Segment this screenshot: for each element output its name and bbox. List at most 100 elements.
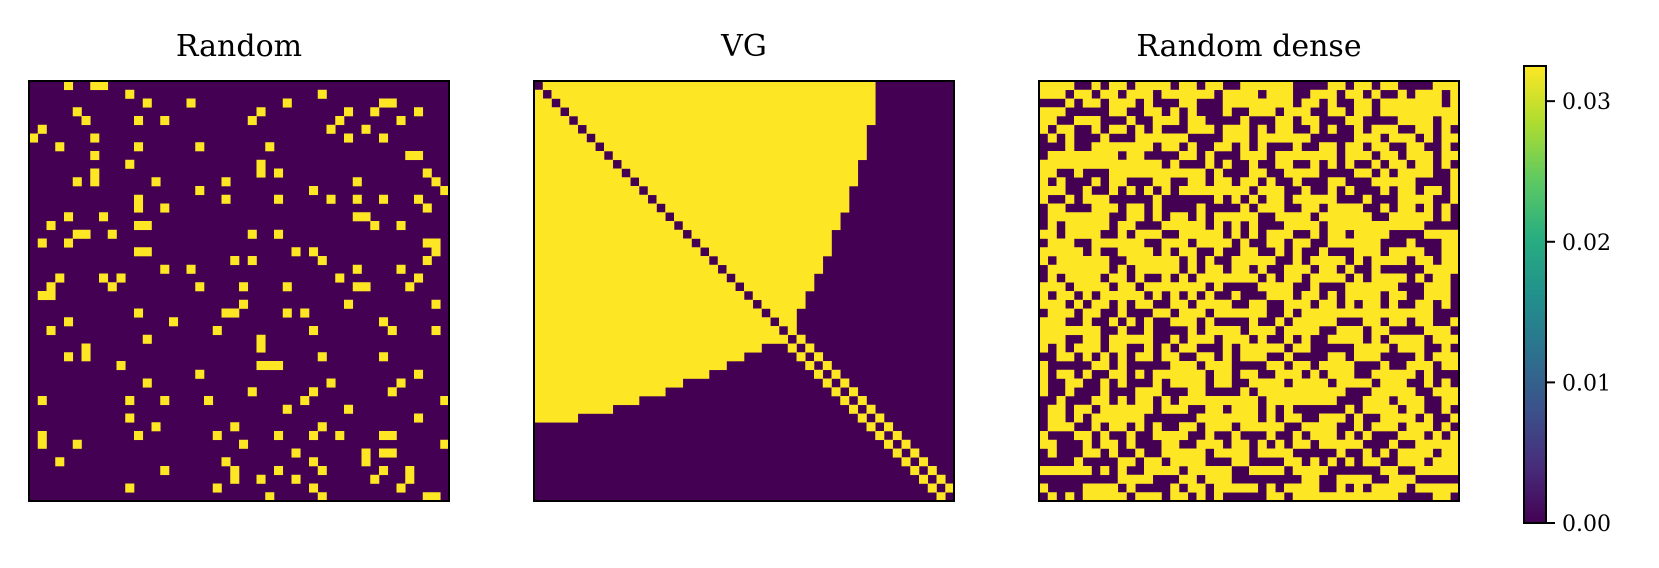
heatmap-cell [212,483,222,493]
heatmap-cell [1397,89,1407,99]
heatmap-cell [1441,81,1451,91]
heatmap-cell [1205,81,1215,91]
heatmap-cell [726,221,736,231]
heatmap-cell [1354,352,1364,362]
heatmap-cell [1380,229,1390,239]
heatmap-cell [1117,422,1127,432]
heatmap-cell [1397,168,1407,178]
heatmap-cell [431,238,441,248]
heatmap-cell [1117,492,1127,502]
heatmap-cell [1310,466,1320,476]
heatmap-cell [717,142,727,152]
heatmap-cell [1100,396,1110,406]
heatmap-cell [1039,299,1049,309]
heatmap-cell [1441,352,1451,362]
heatmap-cell [1441,396,1451,406]
heatmap-cell [1144,229,1154,239]
heatmap-cell [621,98,631,108]
heatmap-cell [230,466,240,476]
heatmap-cell [744,238,754,248]
heatmap-cell [709,361,719,371]
heatmap-cell [1432,439,1442,449]
heatmap-cell [1100,282,1110,292]
heatmap-cell [735,273,745,283]
heatmap-cell [656,89,666,99]
heatmap-cell [542,317,552,327]
heatmap-cell [1397,334,1407,344]
heatmap-cell [352,264,362,274]
heatmap-cell [1266,186,1276,196]
heatmap-cell [586,229,596,239]
heatmap-cell [569,264,579,274]
heatmap-cell [1196,396,1206,406]
heatmap-cell [604,334,614,344]
heatmap-cell [717,177,727,187]
heatmap-cell [744,151,754,161]
heatmap-cell [691,343,701,353]
heatmap-cell [831,116,841,126]
heatmap-cell [796,203,806,213]
heatmap-cell [665,98,675,108]
heatmap-cell [1424,203,1434,213]
panel-frame-random-dense [1038,80,1460,502]
heatmap-cell [1205,431,1215,441]
heatmap-cell [840,177,850,187]
heatmap-cell [752,98,762,108]
heatmap-cell [1065,387,1075,397]
heatmap-cell [1144,404,1154,414]
heatmap-cell [1056,343,1066,353]
heatmap-cell [1161,264,1171,274]
heatmap-cell [1109,124,1119,134]
heatmap-cell [1450,116,1460,126]
heatmap-cell [700,116,710,126]
heatmap-cell [1039,291,1049,301]
heatmap-cell [586,124,596,134]
heatmap-cell [1327,151,1337,161]
heatmap-cell [700,212,710,222]
heatmap-cell [822,81,832,91]
heatmap-cell [542,107,552,117]
heatmap-cell [612,238,622,248]
heatmap-cell [282,308,292,318]
heatmap-cell [1214,404,1224,414]
heatmap-cell [1179,378,1189,388]
heatmap-cell [1327,387,1337,397]
heatmap-cell [709,299,719,309]
heatmap-cell [595,291,605,301]
heatmap-cell [1196,238,1206,248]
heatmap-cell [630,334,640,344]
heatmap-cell [1310,273,1320,283]
heatmap-cell [1327,334,1337,344]
heatmap-cell [1266,98,1276,108]
heatmap-cell [779,107,789,117]
heatmap-cell [630,308,640,318]
heatmap-cell [1100,238,1110,248]
heatmap-cell [1082,98,1092,108]
heatmap-cell [1450,168,1460,178]
heatmap-cell [1082,291,1092,301]
heatmap-cell [1161,168,1171,178]
heatmap-cell [647,221,657,231]
panel-title-vg: VG [720,29,767,64]
heatmap-cell [1161,247,1171,257]
heatmap-cell [1275,378,1285,388]
heatmap-cell [1389,369,1399,379]
heatmap-cell [1319,264,1329,274]
heatmap-cell [1109,492,1119,502]
heatmap-cell [1240,247,1250,257]
heatmap-cell [1117,361,1127,371]
heatmap-cell [717,133,727,143]
heatmap-cell [1257,448,1267,458]
heatmap-cell [309,326,319,336]
heatmap-cell [1406,308,1416,318]
heatmap-cell [735,107,745,117]
heatmap-cell [1161,282,1171,292]
heatmap-cell [440,439,450,449]
heatmap-cell [814,98,824,108]
heatmap-cell [1432,492,1442,502]
heatmap-cell [682,107,692,117]
heatmap-cell [1249,151,1259,161]
heatmap-cell [691,361,701,371]
heatmap-cell [1179,81,1189,91]
heatmap-cell [1039,334,1049,344]
